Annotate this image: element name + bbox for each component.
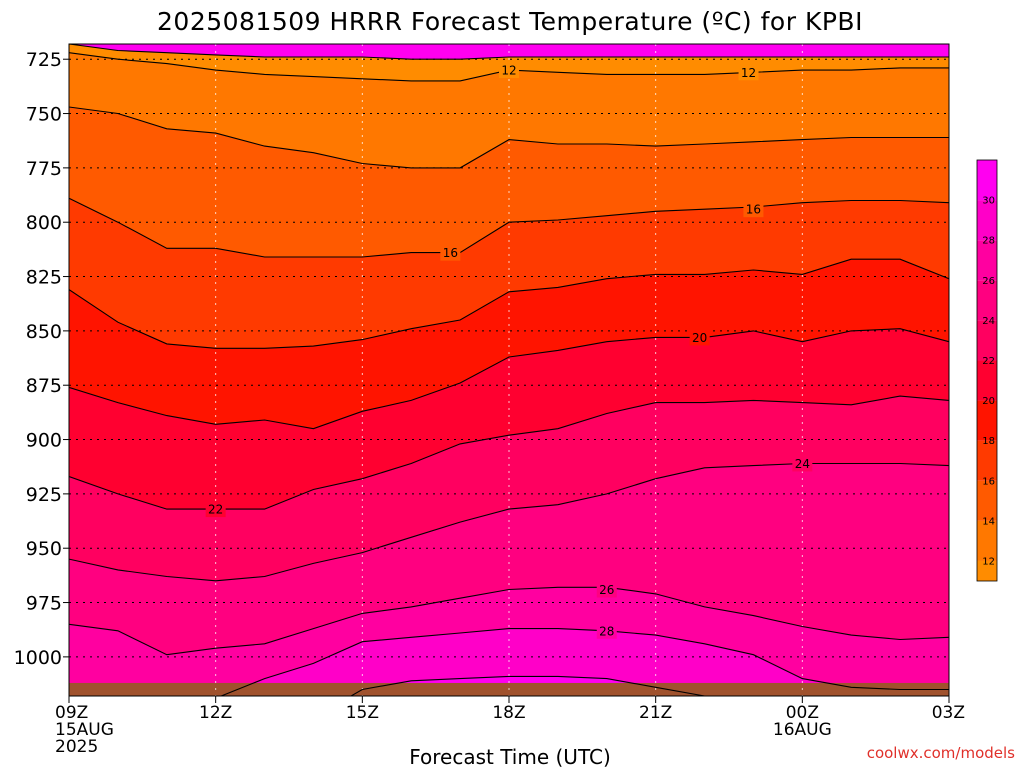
y-tick-label: 850: [26, 321, 62, 343]
isotherm-label-text: 20: [692, 331, 707, 345]
colorbar-tick-label: 18: [982, 436, 995, 447]
colorbar-swatch: [977, 200, 997, 241]
isotherm-16: [69, 197, 949, 258]
isotherm-30: [349, 675, 708, 696]
isotherm-label-bg: [596, 622, 617, 639]
isotherm-label: 24: [792, 455, 813, 472]
x-tick-label: 12Z: [199, 703, 232, 723]
isotherm-label: 12: [738, 64, 759, 81]
isotherm-label-bg: [499, 62, 519, 79]
isotherm-label-text: 16: [443, 246, 458, 260]
colorbar-swatch: [977, 360, 997, 401]
colorbar-frame: [976, 159, 998, 582]
colorbar-tick-label: 24: [982, 316, 995, 327]
isotherm-label: 20: [689, 329, 710, 346]
y-tick-label: 750: [26, 104, 62, 126]
isotherm-label-text: 24: [795, 457, 810, 471]
colorbar-tick-label: 22: [982, 356, 995, 367]
isotherm-label: 12: [499, 62, 519, 79]
isotherm-label: 26: [596, 581, 617, 598]
colorbar-tick-label: 28: [982, 236, 995, 247]
y-tick-label: 975: [26, 593, 62, 615]
y-tick-label: 825: [26, 267, 62, 289]
x-tick-label: 15AUG: [55, 720, 114, 740]
x-tick-label: 00Z: [786, 703, 819, 723]
colorbar-tick-label: 14: [982, 516, 995, 527]
isotherm-14: [69, 106, 949, 169]
isotherm-11: [69, 44, 949, 60]
isotherm-18: [69, 258, 949, 349]
x-tick-label: 18Z: [492, 703, 525, 723]
isotherm-label: 28: [596, 622, 617, 639]
x-tick-label: 15Z: [346, 703, 379, 723]
y-tick-label: 900: [26, 430, 62, 452]
x-tick-label: 03Z: [932, 703, 965, 723]
colorbar-swatch: [977, 240, 997, 281]
colorbar-tick-label: 30: [982, 196, 995, 207]
isotherm-label-bg: [743, 201, 764, 218]
isotherm-lines: [69, 44, 949, 696]
y-tick-label: 725: [26, 49, 62, 71]
colorbar-swatch: [977, 480, 997, 521]
isotherm-label-bg: [205, 501, 226, 518]
colorbar-swatch: [977, 400, 997, 441]
colorbar-tick-label: 20: [982, 396, 995, 407]
isotherm-labels: 12 12 16 16 20 22 24 26 28: [205, 62, 813, 639]
y-tick-label: 950: [26, 538, 62, 560]
temperature-bands: [69, 44, 949, 696]
isotherm-label-text: 26: [599, 583, 614, 597]
isotherm-label-bg: [440, 244, 461, 261]
chart-title: 2025081509 HRRR Forecast Temperature (ºC…: [157, 7, 863, 36]
x-axis-label: Forecast Time (UTC): [409, 745, 611, 768]
colorbar: 12 14 16 18 20 22 24 26 28 30: [976, 159, 998, 582]
x-tick-label: 09Z: [55, 703, 88, 723]
isotherm-label-text: 22: [208, 503, 223, 517]
colorbar-swatch: [977, 320, 997, 361]
isotherm-label-text: 12: [501, 64, 516, 78]
isotherm-label-text: 28: [599, 624, 614, 638]
colorbar-swatch: [977, 280, 997, 321]
x-tick-label: 2025: [55, 737, 98, 757]
colorbar-swatch: [977, 560, 997, 581]
colorbar-tick-label: 26: [982, 276, 995, 287]
credit-link-text: coolwx.com/models: [867, 744, 1015, 762]
isotherm-label-bg: [689, 329, 710, 346]
y-tick-label: 1000: [14, 647, 62, 669]
y-tick-label: 925: [26, 484, 62, 506]
isotherm-label: 22: [205, 501, 226, 518]
isotherm-label-text: 12: [741, 66, 756, 80]
isotherm-26: [69, 586, 949, 656]
isotherm-28: [219, 628, 949, 696]
x-tick-label: 16AUG: [773, 720, 832, 740]
isotherm-label-bg: [738, 64, 759, 81]
colorbar-tick-label: 12: [982, 556, 995, 567]
isotherm-label-text: 16: [746, 203, 761, 217]
isotherm-label-bg: [596, 581, 617, 598]
colorbar-swatch: [977, 160, 997, 201]
isotherm-label: 16: [743, 201, 764, 218]
y-tick-label: 775: [26, 158, 62, 180]
isotherm-label: 16: [440, 244, 461, 261]
colorbar-swatch: [977, 520, 997, 561]
isotherm-20: [69, 328, 949, 430]
y-axis: 725 750 775 800 825 850 875 900 925 950 975 1000: [14, 49, 69, 669]
colorbar-swatch: [977, 440, 997, 481]
colorbar-tick-label: 16: [982, 476, 995, 487]
y-tick-label: 800: [26, 212, 62, 234]
x-tick-label: 21Z: [639, 703, 672, 723]
y-tick-label: 875: [26, 375, 62, 397]
isotherm-label-bg: [792, 455, 813, 472]
